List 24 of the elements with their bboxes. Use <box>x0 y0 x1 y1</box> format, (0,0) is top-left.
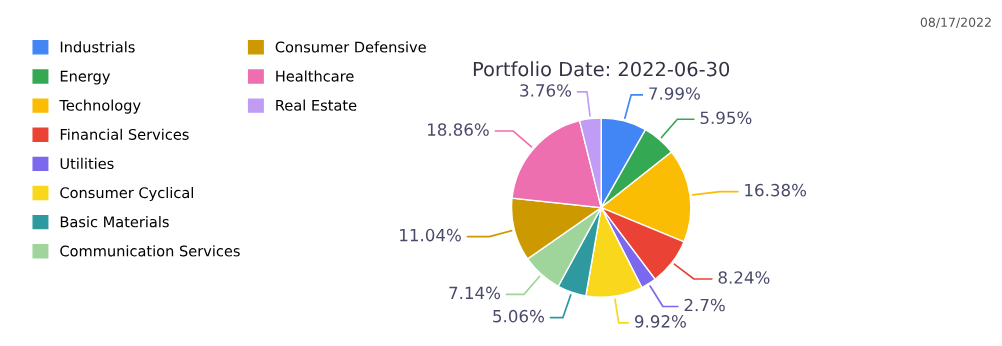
data-label: 7.14% <box>449 286 501 300</box>
data-label: 16.38% <box>745 183 807 197</box>
legend-label: Technology <box>59 99 141 114</box>
data-label: 9.92% <box>634 315 686 328</box>
legend-label: Consumer Defensive <box>275 41 426 53</box>
legend-label: Financial Services <box>60 128 189 140</box>
data-label: 8.24% <box>718 271 770 284</box>
legend-label: Energy <box>60 70 111 85</box>
legend-label: Basic Materials <box>60 216 169 228</box>
data-label: 5.95% <box>700 111 752 125</box>
text: Portfolio Date: 2022-06-30 <box>473 61 730 77</box>
legend-label: Utilities <box>60 157 114 170</box>
legend-label: Healthcare <box>276 70 354 82</box>
data-label: 18.86% <box>428 123 489 136</box>
legend-label: Real Estate <box>276 99 357 111</box>
data-label: 2.7% <box>684 298 725 312</box>
data-label: 7.99% <box>649 87 700 100</box>
data-label: 11.04% <box>400 228 461 242</box>
data-label: 3.76% <box>520 84 572 97</box>
text: 08/17/2022 <box>920 17 991 28</box>
legend-label: Industrials <box>60 41 135 53</box>
data-label: 5.06% <box>493 309 544 323</box>
legend-label: Communication Services <box>60 245 240 257</box>
legend-label: Consumer Cyclical <box>60 186 193 202</box>
